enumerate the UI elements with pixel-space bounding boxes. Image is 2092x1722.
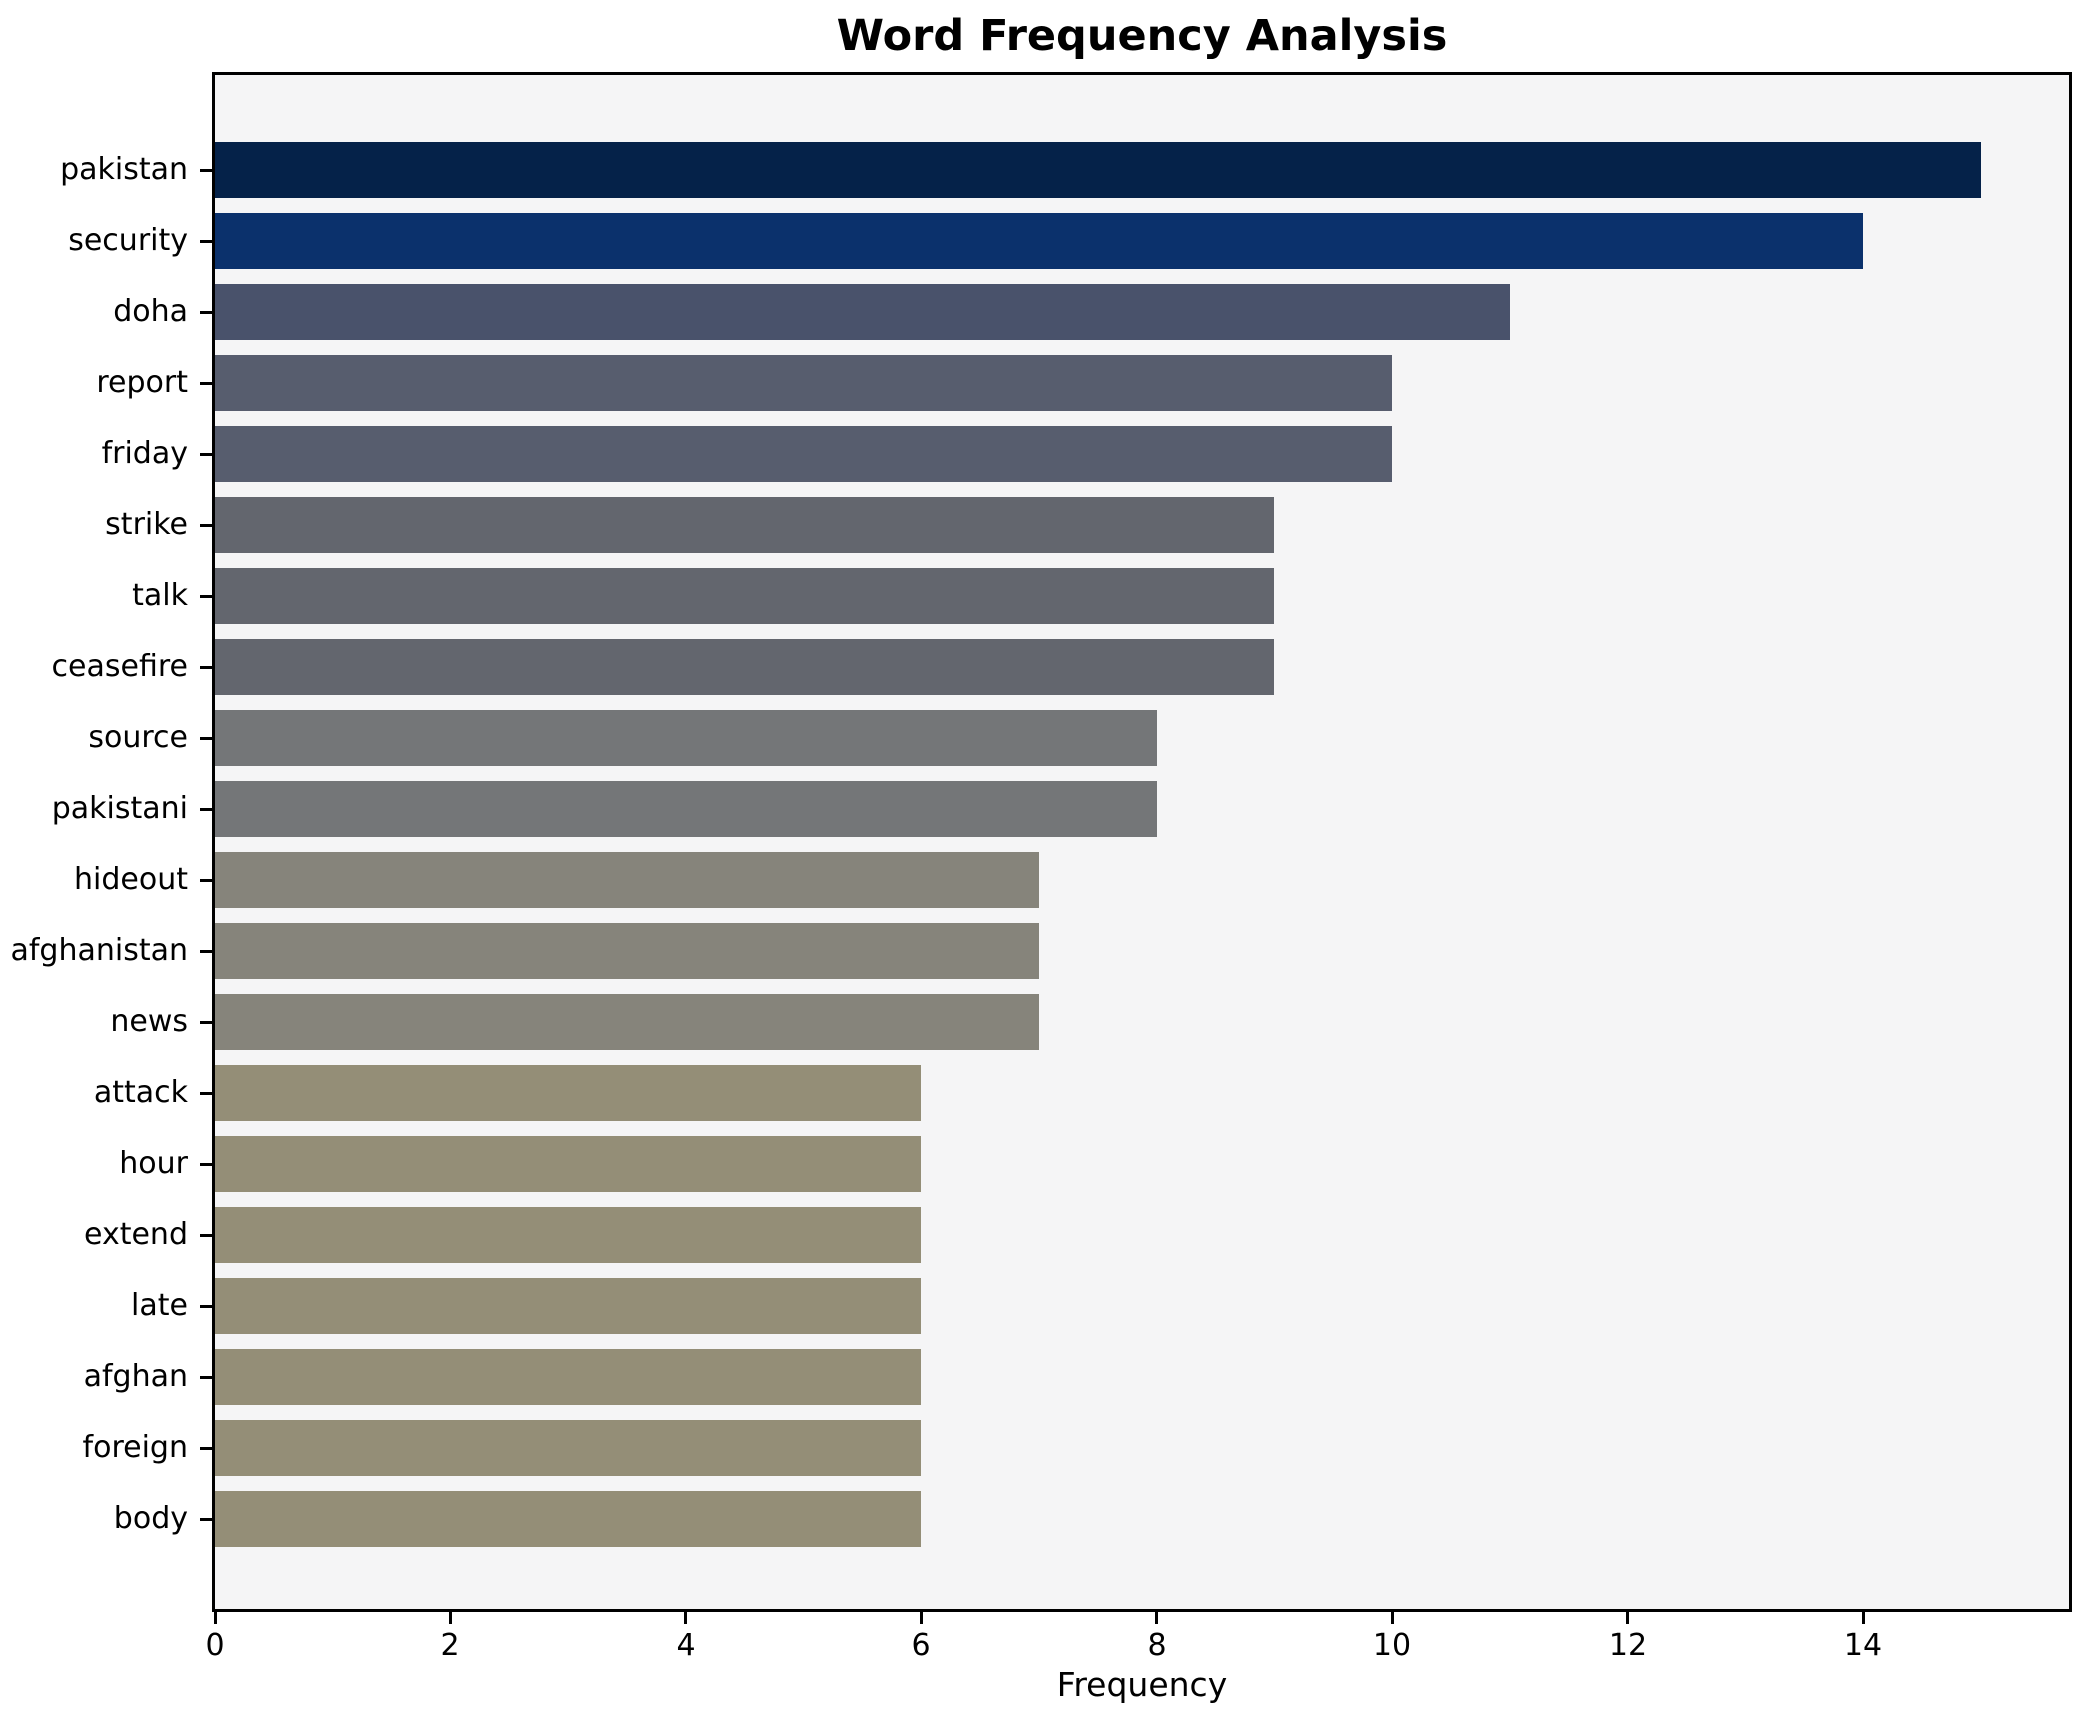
bar-hideout xyxy=(215,852,1039,908)
y-tick-mark xyxy=(200,453,212,456)
x-tick-mark xyxy=(920,1612,923,1624)
y-tick-mark xyxy=(200,1163,212,1166)
y-tick-mark xyxy=(200,1376,212,1379)
y-axis-tick-label: strike xyxy=(105,507,188,542)
y-tick-mark xyxy=(200,950,212,953)
bar-extend xyxy=(215,1207,921,1263)
y-axis-tick-label: extend xyxy=(84,1217,188,1252)
y-axis-tick-label: security xyxy=(68,223,188,258)
y-tick-mark xyxy=(200,1305,212,1308)
x-axis-tick-label: 8 xyxy=(1147,1628,1167,1663)
x-tick-mark xyxy=(1862,1612,1865,1624)
y-axis-tick-label: pakistani xyxy=(51,791,188,826)
x-axis-tick-label: 2 xyxy=(440,1628,460,1663)
plot-area xyxy=(212,72,2072,1612)
y-tick-mark xyxy=(200,737,212,740)
y-axis-tick-label: doha xyxy=(113,294,188,329)
bar-hour xyxy=(215,1136,921,1192)
y-axis-tick-label: attack xyxy=(93,1075,188,1110)
bar-late xyxy=(215,1278,921,1334)
bar-report xyxy=(215,355,1392,411)
bar-doha xyxy=(215,284,1510,340)
x-tick-mark xyxy=(1626,1612,1629,1624)
x-tick-mark xyxy=(449,1612,452,1624)
y-axis-tick-label: source xyxy=(88,720,188,755)
bar-pakistani xyxy=(215,781,1157,837)
y-tick-mark xyxy=(200,1447,212,1450)
x-tick-mark xyxy=(1155,1612,1158,1624)
y-tick-mark xyxy=(200,1234,212,1237)
y-axis-tick-label: afghan xyxy=(83,1359,188,1394)
y-axis-tick-label: hour xyxy=(119,1146,188,1181)
bar-pakistan xyxy=(215,142,1981,198)
x-tick-mark xyxy=(214,1612,217,1624)
bar-foreign xyxy=(215,1420,921,1476)
y-tick-mark xyxy=(200,1092,212,1095)
y-tick-mark xyxy=(200,311,212,314)
y-axis-tick-label: pakistan xyxy=(60,152,188,187)
bar-ceasefire xyxy=(215,639,1274,695)
y-tick-mark xyxy=(200,808,212,811)
x-axis-tick-label: 6 xyxy=(911,1628,931,1663)
y-tick-mark xyxy=(200,1518,212,1521)
y-tick-mark xyxy=(200,879,212,882)
y-axis-tick-label: foreign xyxy=(82,1430,188,1465)
x-axis-tick-label: 0 xyxy=(205,1628,225,1663)
y-axis-tick-label: ceasefire xyxy=(51,649,188,684)
y-tick-mark xyxy=(200,1021,212,1024)
bar-talk xyxy=(215,568,1274,624)
x-axis-tick-label: 14 xyxy=(1843,1628,1883,1663)
chart-title: Word Frequency Analysis xyxy=(836,11,1448,61)
bar-friday xyxy=(215,426,1392,482)
x-axis-tick-label: 12 xyxy=(1608,1628,1648,1663)
bar-strike xyxy=(215,497,1274,553)
bar-source xyxy=(215,710,1157,766)
y-axis-tick-label: late xyxy=(131,1288,188,1323)
y-tick-mark xyxy=(200,524,212,527)
y-axis-tick-label: talk xyxy=(132,578,188,613)
x-axis-title: Frequency xyxy=(1056,1665,1228,1704)
x-axis-tick-label: 10 xyxy=(1372,1628,1412,1663)
y-tick-mark xyxy=(200,666,212,669)
x-axis-tick-label: 4 xyxy=(676,1628,696,1663)
bar-afghan xyxy=(215,1349,921,1405)
x-tick-mark xyxy=(1391,1612,1394,1624)
y-tick-mark xyxy=(200,595,212,598)
y-axis-tick-label: hideout xyxy=(74,862,188,897)
x-tick-mark xyxy=(684,1612,687,1624)
y-tick-mark xyxy=(200,240,212,243)
y-axis-tick-label: report xyxy=(96,365,188,400)
y-axis-tick-label: body xyxy=(113,1501,188,1536)
bar-afghanistan xyxy=(215,923,1039,979)
bar-attack xyxy=(215,1065,921,1121)
bar-security xyxy=(215,213,1863,269)
y-axis-tick-label: news xyxy=(110,1004,188,1039)
y-tick-mark xyxy=(200,382,212,385)
y-tick-mark xyxy=(200,169,212,172)
bar-news xyxy=(215,994,1039,1050)
y-axis-tick-label: friday xyxy=(101,436,188,471)
y-axis-tick-label: afghanistan xyxy=(10,933,188,968)
bar-body xyxy=(215,1491,921,1547)
